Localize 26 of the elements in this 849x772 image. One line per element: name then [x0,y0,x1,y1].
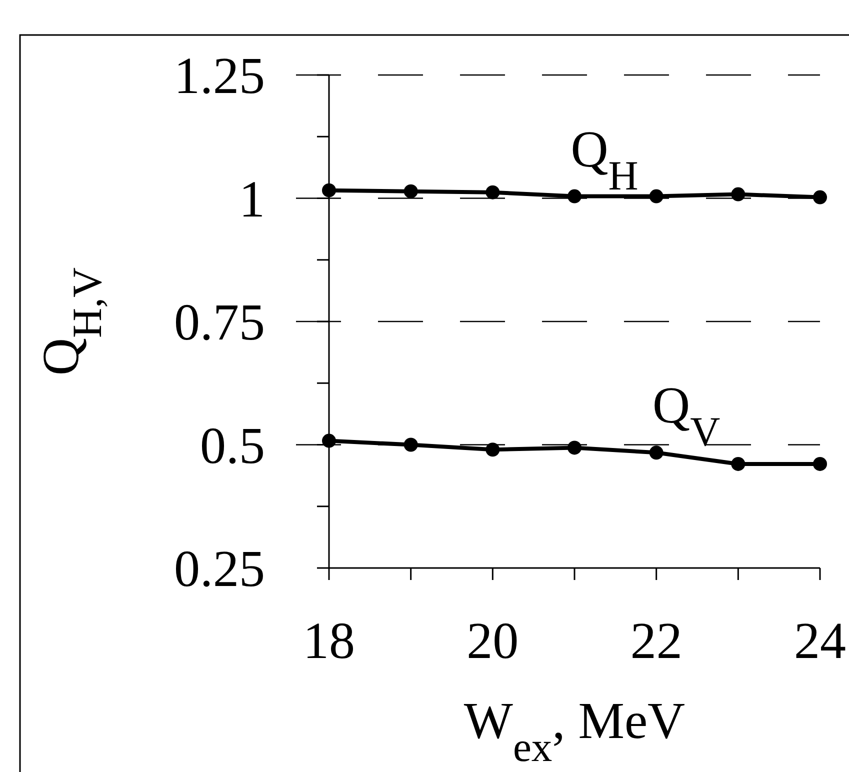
x-tick-label: 18 [303,613,355,670]
point [486,185,500,200]
point [731,187,746,202]
series-label: Q$_{V}$ [652,378,720,455]
x-tick-label: 24 [794,613,846,670]
point [404,438,418,452]
point [322,434,336,448]
point [813,456,827,471]
y-tick-label: 0.75 [174,294,265,352]
y-tick-label: 1 [239,171,265,228]
point [813,190,827,204]
y-tick-label: 0.5 [200,418,265,475]
point [404,184,418,198]
point [649,189,664,204]
point [486,442,500,457]
x-tick-label: 22 [630,613,682,670]
point [322,183,336,198]
point [568,440,582,455]
point [568,189,582,204]
x-tick-label: 20 [466,613,519,670]
point [731,456,746,471]
series-label: Q$_{H}$ [570,121,638,198]
x-axis-title: W$_{ex}$, MeV [464,693,686,770]
y-tick-label: 0.25 [174,541,265,598]
point [649,446,664,460]
y-tick-label: 1.25 [174,48,265,106]
